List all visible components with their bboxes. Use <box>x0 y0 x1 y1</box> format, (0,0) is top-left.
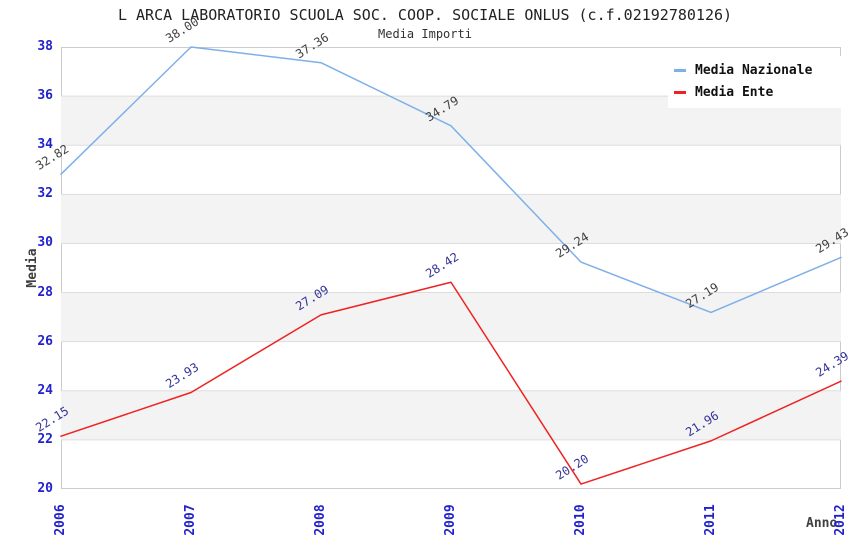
legend-line-swatch-ente <box>674 90 686 94</box>
point-label: 20.20 <box>553 452 591 483</box>
y-tick-label: 36 <box>37 88 53 104</box>
legend: Media Nazionale Media Ente <box>668 56 850 108</box>
legend-label-media-ente: Media Ente <box>695 84 774 100</box>
x-tick-label: 2008 <box>313 504 328 536</box>
y-tick-label: 24 <box>37 382 53 398</box>
x-tick-label: 2012 <box>833 504 848 536</box>
point-label: 24.39 <box>813 349 850 380</box>
y-tick-label: 20 <box>37 481 53 496</box>
y-tick-label: 30 <box>37 235 53 251</box>
legend-line-swatch-nazionale <box>674 68 686 72</box>
plot-area: 32.82 38.00 37.36 34.79 29.24 27.19 29.43 22.15… <box>33 15 850 489</box>
y-tick-label: 26 <box>37 333 53 349</box>
chart-title: L ARCA LABORATORIO SCUOLA SOC. COOP. SOC… <box>117 6 733 24</box>
legend-item-media-ente: Media Ente <box>674 81 850 103</box>
line-chart-svg: 32.8238.0037.3634.7929.2427.1929.4322.15… <box>33 15 850 485</box>
legend-label-media-nazionale: Media Nazionale <box>695 62 813 78</box>
x-tick-label: 2007 <box>183 504 198 536</box>
y-tick-label: 32 <box>37 186 53 202</box>
x-axis-title: Anno <box>806 516 838 531</box>
x-tick-label: 2010 <box>573 504 588 536</box>
y-tick-label: 38 <box>37 39 53 54</box>
y-tick-label: 22 <box>37 431 53 447</box>
point-label: 23.93 <box>163 360 201 391</box>
x-tick-label: 2011 <box>703 504 718 536</box>
y-tick-label: 34 <box>37 137 53 153</box>
y-tick-label: 28 <box>37 284 53 300</box>
point-label: 28.42 <box>423 250 461 281</box>
legend-item-media-nazionale: Media Nazionale <box>674 59 850 81</box>
chart-subtitle: Media Importi <box>378 27 472 41</box>
x-tick-label: 2009 <box>443 504 458 536</box>
x-tick-label: 2006 <box>53 504 68 536</box>
